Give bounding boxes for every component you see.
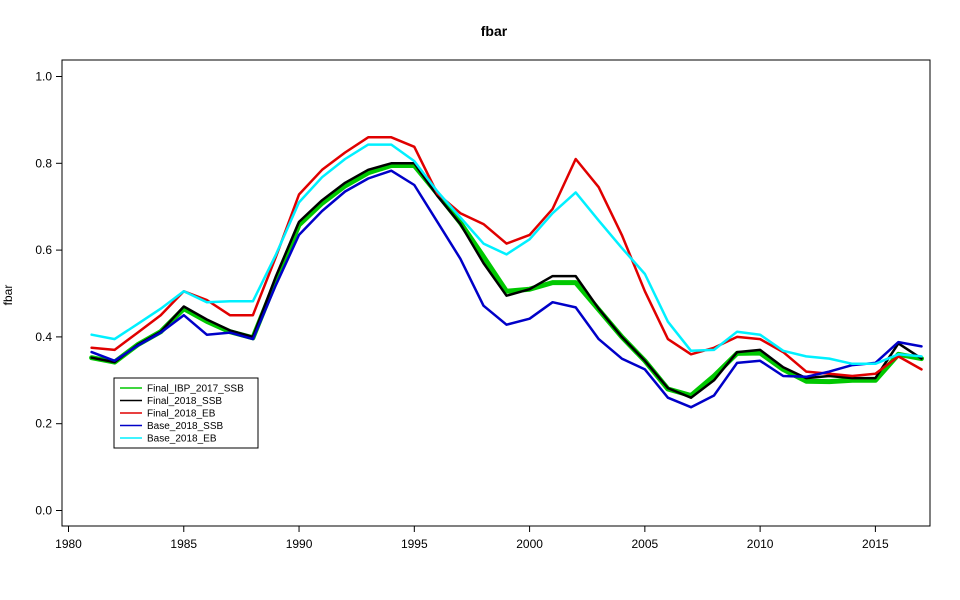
x-tick-label: 1985 [170,537,197,551]
x-tick-label: 1995 [401,537,428,551]
legend-label: Final_2018_EB [147,409,216,420]
y-axis-label: fbar [1,285,15,306]
series-line-final-2018-ssb [90,162,923,399]
legend-box [113,377,259,449]
legend-label: Final_2018_SSB [147,396,222,407]
x-axis: 1980 1985 1990 1995 2000 2005 2010 2015 [55,525,889,551]
series-line-final-2018-eb [90,136,923,378]
series-line-base-2018-ssb [90,169,923,409]
x-tick-label: 1990 [286,537,313,551]
x-tick-label: 2015 [862,537,889,551]
y-tick-label: 0.0 [35,504,52,518]
x-tick-label: 2000 [516,537,543,551]
legend-label: Base_2018_EB [147,434,217,445]
legend-label: Base_2018_SSB [147,421,224,432]
legend-label: Final_IBP_2017_SSB [147,384,244,395]
series-line-final-ibp-2017-ssb [89,163,924,398]
y-tick-label: 0.4 [35,330,52,344]
x-tick-label: 2010 [747,537,774,551]
x-tick-label: 2005 [631,537,658,551]
y-tick-label: 0.2 [35,417,52,431]
y-tick-label: 0.6 [35,243,52,257]
x-tick-label: 1980 [55,537,82,551]
chart-title: fbar [481,23,508,39]
series-line-base-2018-eb [90,143,923,366]
plot-area-frame [61,59,931,527]
y-tick-label: 0.8 [35,156,52,170]
series-layer [89,136,924,409]
y-axis: 0.0 0.2 0.4 0.6 0.8 1.0 [35,70,63,518]
y-tick-label: 1.0 [35,70,52,84]
